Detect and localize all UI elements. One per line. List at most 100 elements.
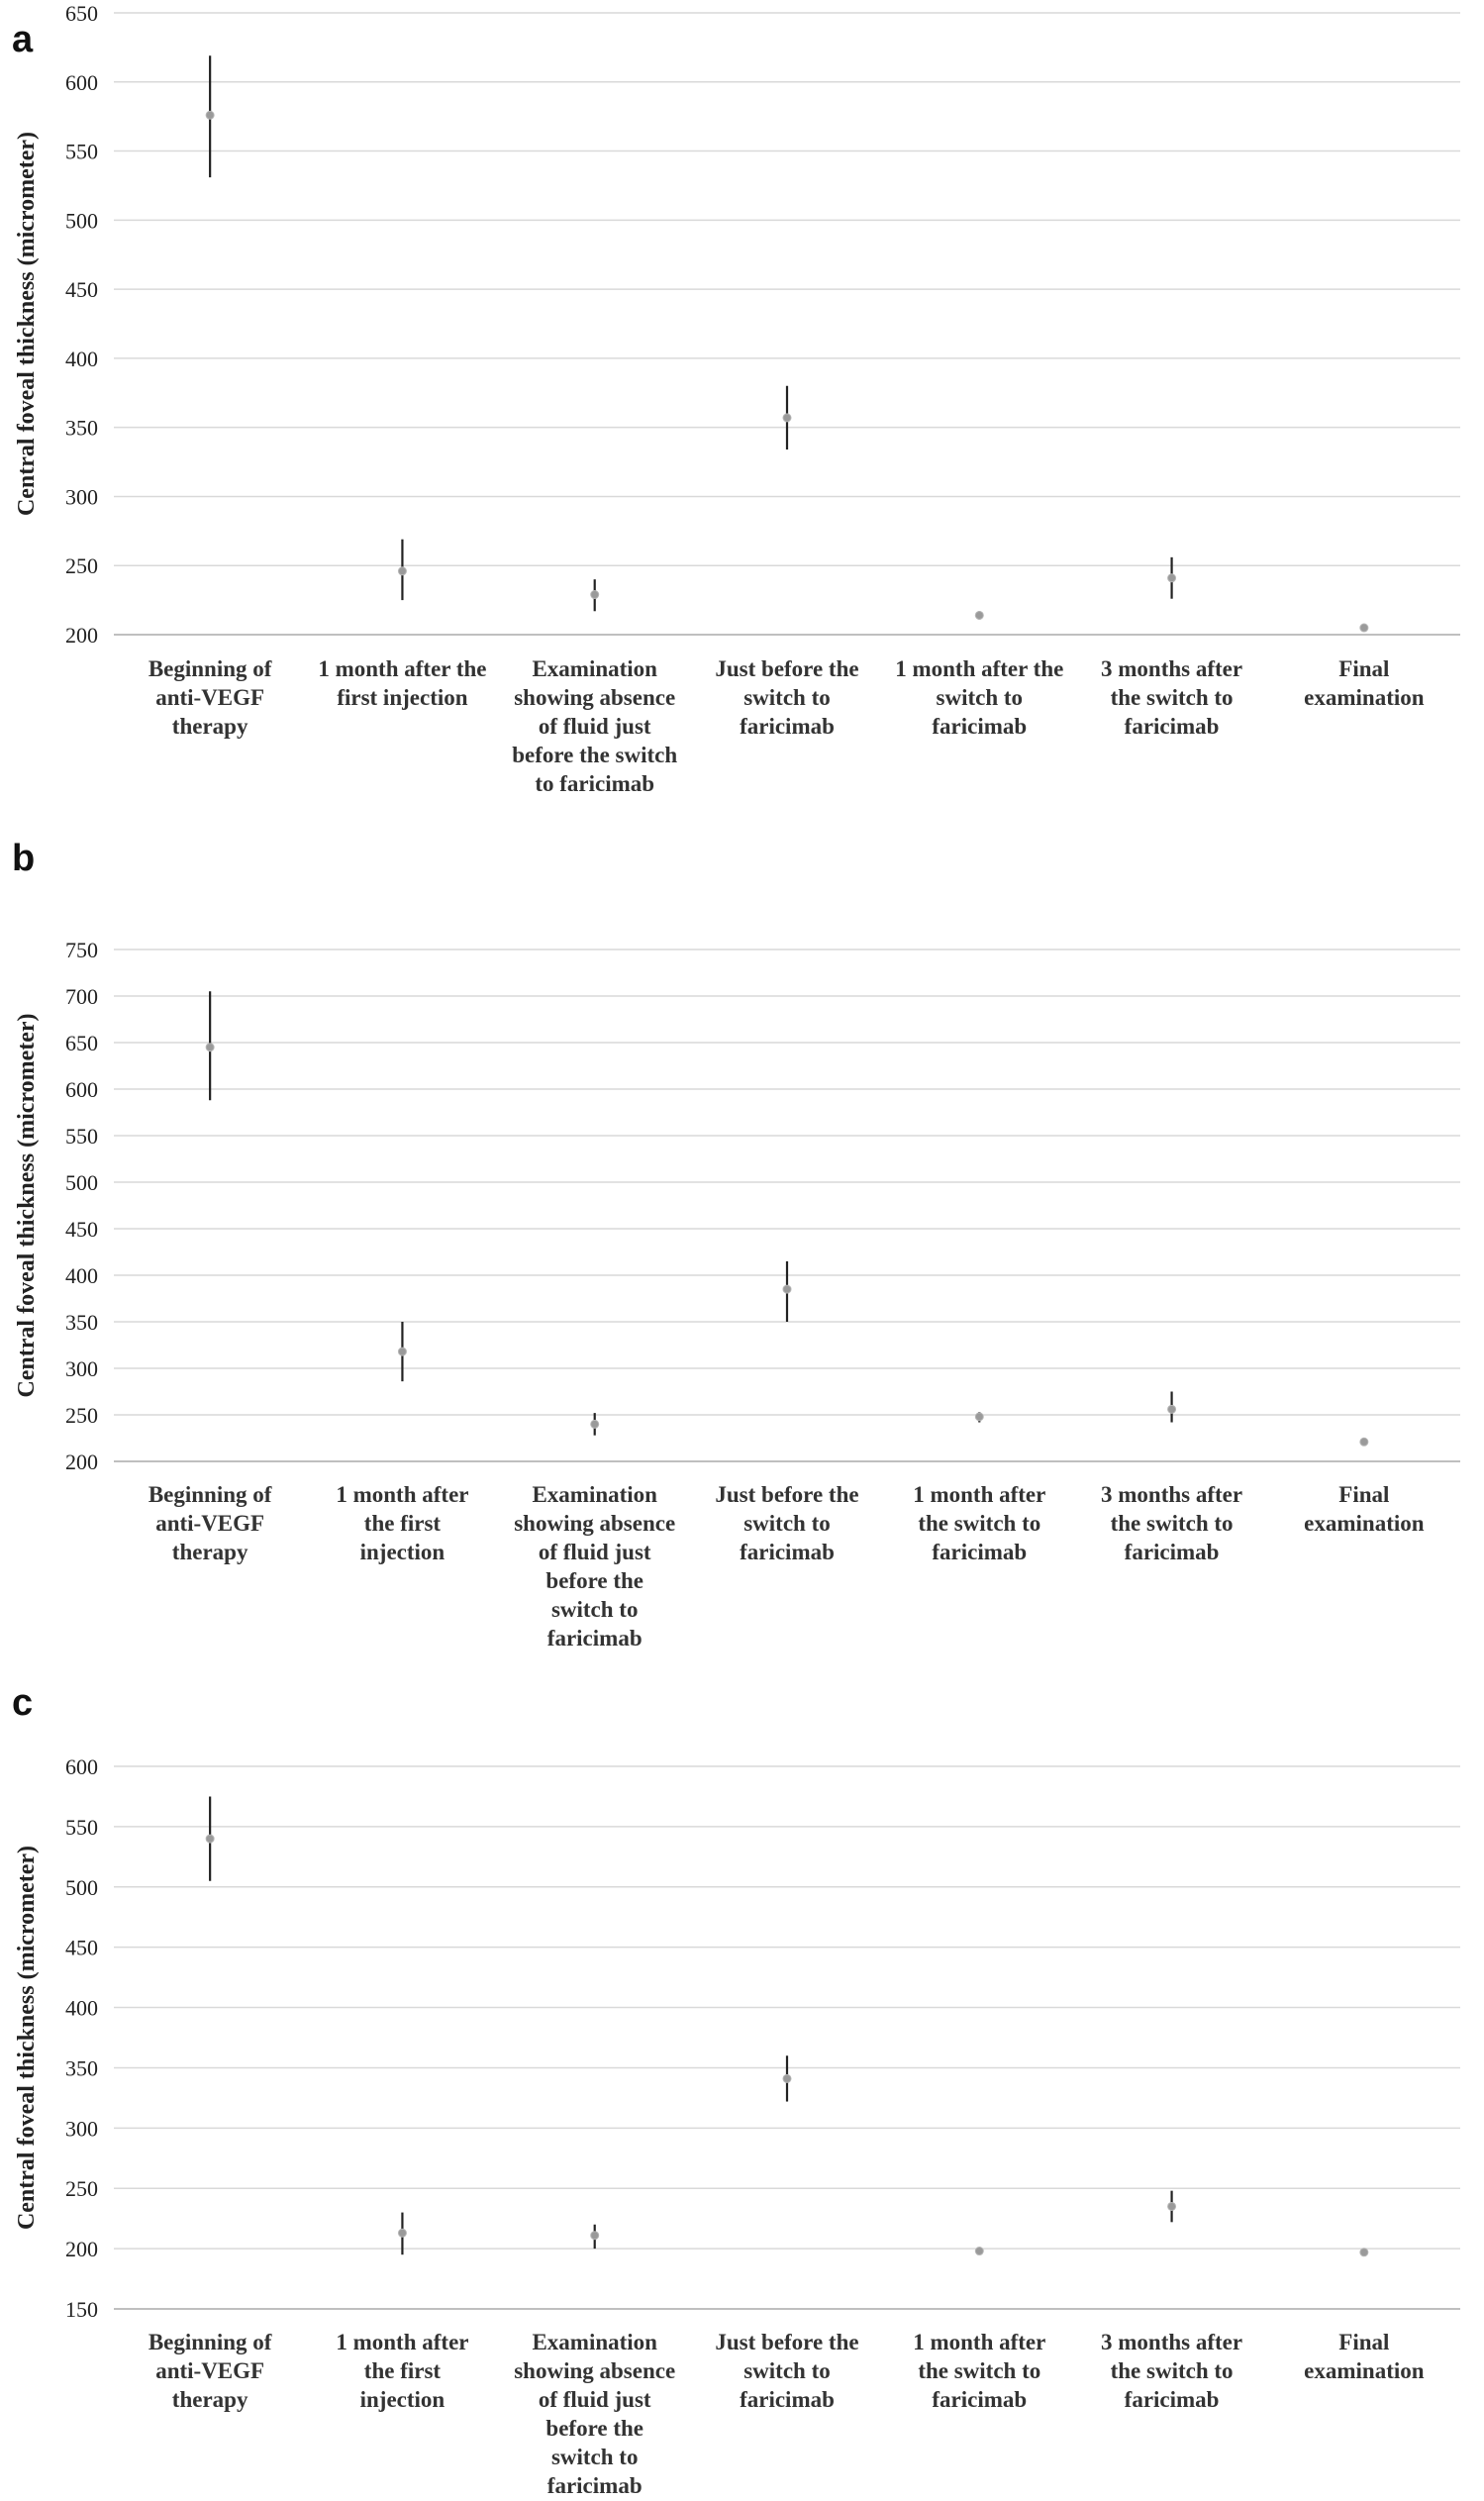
mean-marker xyxy=(1167,2201,1177,2211)
mean-marker xyxy=(782,2073,792,2083)
x-category-label-line: 1 month after xyxy=(336,1482,468,1507)
x-category-label-line: 3 months after xyxy=(1101,1482,1242,1507)
y-tick-label: 600 xyxy=(65,1077,98,1102)
y-tick-label: 300 xyxy=(65,1356,98,1381)
y-tick-label: 650 xyxy=(65,1031,98,1055)
y-tick-label: 200 xyxy=(65,1450,98,1474)
mean-marker xyxy=(1359,623,1369,633)
x-category-label: Examination showing absence of fluid just b… xyxy=(514,2330,675,2498)
chart-panel-a: a 200 250 300 350 400 450 500 550 600 650 Central f… xyxy=(12,1,1460,796)
x-category-label: Examination showing absence of fluid just b… xyxy=(512,656,677,796)
x-category-label-line: the switch to xyxy=(918,2358,1040,2383)
x-category-label-line: Final xyxy=(1338,656,1389,681)
x-category-label-line: 3 months after xyxy=(1101,2330,1242,2354)
x-category-label-line: 1 month after the xyxy=(895,656,1063,681)
x-category-label: Beginning of anti-VEGF therapy xyxy=(148,2330,272,2412)
x-category-label: 1 month after the switch to faricimab xyxy=(913,2330,1045,2412)
x-category-label: Final examination xyxy=(1304,656,1425,710)
x-category-label-line: switch to xyxy=(551,1597,639,1622)
mean-marker xyxy=(397,566,407,576)
y-tick-label: 250 xyxy=(65,553,98,578)
mean-marker xyxy=(590,590,600,600)
y-tick-label: 500 xyxy=(65,1170,98,1195)
chart-panel-c: c 150 200 250 300 350 400 450 500 550 600 Central f… xyxy=(12,1682,1460,2498)
x-category-label: Beginning of anti-VEGF therapy xyxy=(148,656,272,739)
y-tick-label: 300 xyxy=(65,484,98,509)
y-tick-label: 600 xyxy=(65,70,98,95)
x-category-label-line: faricimab xyxy=(932,2387,1027,2412)
x-category-label-line: before the xyxy=(545,2416,643,2441)
x-category-label-line: the first xyxy=(364,1511,442,1536)
y-axis-label: Central foveal thickness (micrometer) xyxy=(14,1013,40,1397)
x-category-label-line: switch to xyxy=(743,685,831,710)
x-category-label-line: therapy xyxy=(172,714,248,739)
mean-marker xyxy=(974,2247,984,2256)
x-category-label-line: of fluid just xyxy=(539,714,651,739)
x-category-label-line: Just before the xyxy=(715,656,858,681)
x-category-label-line: Beginning of xyxy=(148,2330,272,2354)
y-tick-label: 600 xyxy=(65,1754,98,1779)
x-category-label: Final examination xyxy=(1304,1482,1425,1536)
x-category-label-line: faricimab xyxy=(1125,1540,1220,1564)
x-category-label-line: therapy xyxy=(172,1540,248,1564)
mean-marker xyxy=(1359,1437,1369,1447)
y-tick-label: 250 xyxy=(65,1403,98,1428)
x-category-label: 1 month after the first injection xyxy=(336,1482,468,1564)
x-category-label-line: anti-VEGF xyxy=(155,685,264,710)
y-tick-label: 200 xyxy=(65,623,98,648)
x-category-label: 3 months after the switch to faricimab xyxy=(1101,2330,1242,2412)
x-category-label-line: the switch to xyxy=(918,1511,1040,1536)
y-tick-label: 300 xyxy=(65,2116,98,2141)
x-category-label-line: switch to xyxy=(937,685,1024,710)
x-category-label-line: showing absence xyxy=(514,2358,675,2383)
x-category-label-line: Examination xyxy=(532,656,657,681)
panel-label: a xyxy=(12,19,34,60)
y-tick-label: 450 xyxy=(65,1217,98,1242)
x-category-label-line: faricimab xyxy=(1125,2387,1220,2412)
mean-marker xyxy=(1167,1404,1177,1414)
x-category-label-line: injection xyxy=(360,1540,445,1564)
x-category-label-line: faricimab xyxy=(740,2387,835,2412)
x-category-label-line: the first xyxy=(364,2358,442,2383)
y-tick-label: 150 xyxy=(65,2297,98,2322)
x-category-label-line: Examination xyxy=(532,1482,657,1507)
mean-marker xyxy=(974,1412,984,1422)
x-category-label-line: examination xyxy=(1304,685,1425,710)
x-category-label-line: faricimab xyxy=(547,2473,643,2498)
x-category-label-line: Final xyxy=(1338,2330,1389,2354)
y-tick-label: 400 xyxy=(65,1996,98,2021)
mean-marker xyxy=(397,1347,407,1356)
x-category-label-line: to faricimab xyxy=(535,771,654,796)
y-tick-label: 400 xyxy=(65,1263,98,1288)
y-tick-label: 550 xyxy=(65,1124,98,1149)
mean-marker xyxy=(397,2228,407,2238)
x-category-label-line: Beginning of xyxy=(148,656,272,681)
x-category-label-line: Just before the xyxy=(715,2330,858,2354)
x-category-label: 3 months after the switch to faricimab xyxy=(1101,656,1242,739)
mean-marker xyxy=(974,610,984,620)
mean-marker xyxy=(1359,2248,1369,2257)
x-category-label-line: faricimab xyxy=(1125,714,1220,739)
mean-marker xyxy=(1167,573,1177,583)
x-category-label-line: injection xyxy=(360,2387,445,2412)
x-category-label: Just before the switch to faricimab xyxy=(715,656,858,739)
mean-marker xyxy=(782,413,792,423)
mean-marker xyxy=(205,1043,215,1052)
x-category-label-line: 1 month after xyxy=(913,1482,1045,1507)
x-category-label: 3 months after the switch to faricimab xyxy=(1101,1482,1242,1564)
x-category-label-line: Final xyxy=(1338,1482,1389,1507)
y-tick-label: 450 xyxy=(65,1936,98,1960)
x-category-label-line: the switch to xyxy=(1111,685,1234,710)
mean-marker xyxy=(782,1284,792,1294)
x-category-label: Beginning of anti-VEGF therapy xyxy=(148,1482,272,1564)
x-category-label-line: switch to xyxy=(551,2445,639,2469)
x-category-label-line: faricimab xyxy=(547,1626,643,1651)
x-category-label: 1 month after the first injection xyxy=(336,2330,468,2412)
x-category-label-line: showing absence xyxy=(514,685,675,710)
x-category-label-line: of fluid just xyxy=(539,1540,651,1564)
x-category-label: Examination showing absence of fluid just b… xyxy=(514,1482,675,1651)
y-tick-label: 350 xyxy=(65,1310,98,1335)
x-category-label-line: Just before the xyxy=(715,1482,858,1507)
x-category-label: Just before the switch to faricimab xyxy=(715,2330,858,2412)
x-category-label-line: faricimab xyxy=(932,1540,1027,1564)
